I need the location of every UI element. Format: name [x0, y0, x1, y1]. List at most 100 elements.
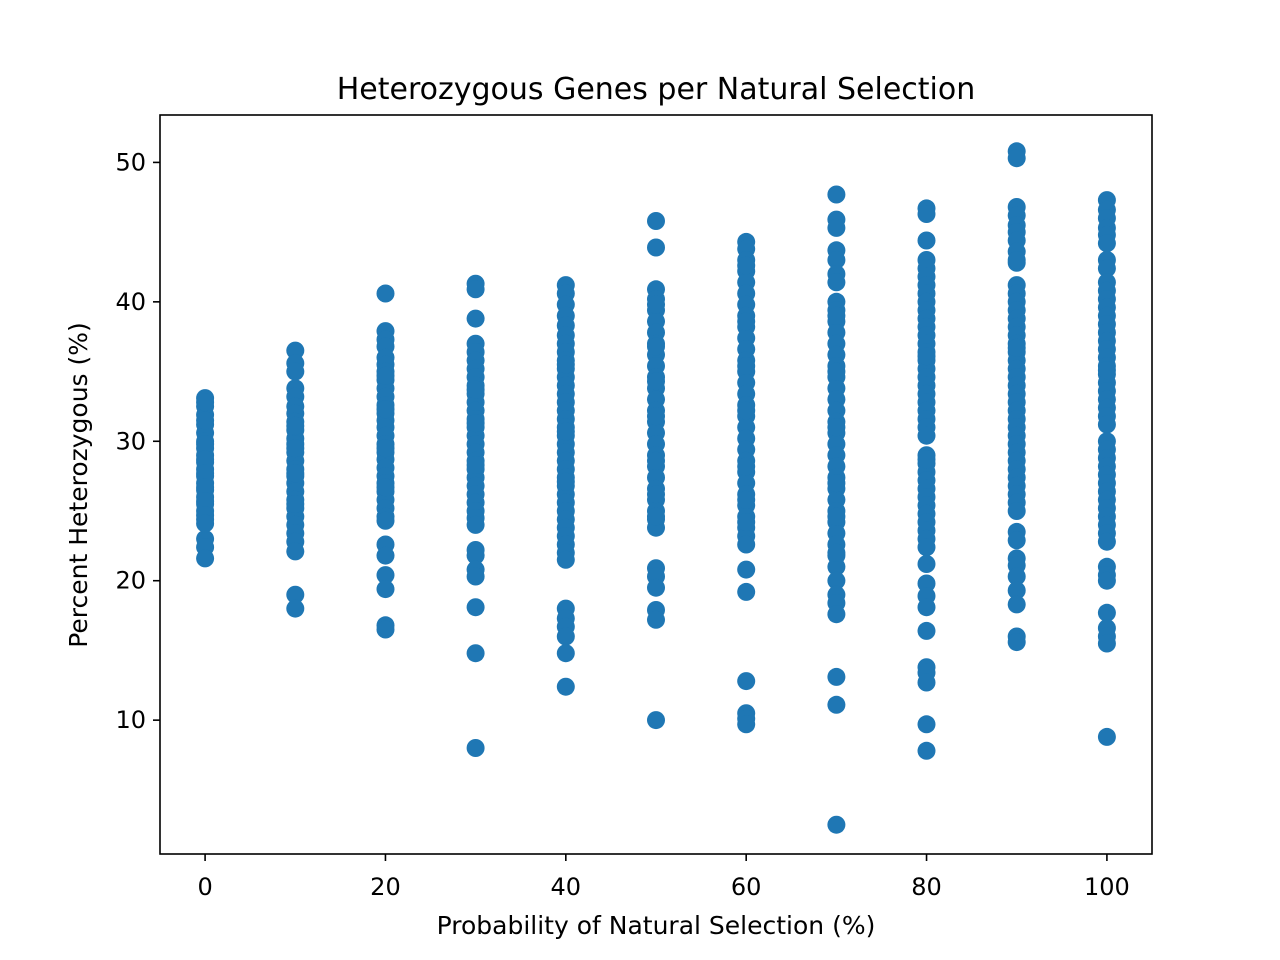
- scatter-point: [827, 418, 846, 437]
- scatter-point: [556, 677, 575, 696]
- scatter-point: [827, 815, 846, 834]
- scatter-point: [827, 185, 846, 204]
- scatter-point: [737, 672, 756, 691]
- scatter-point: [286, 416, 305, 435]
- scatter-point: [827, 273, 846, 292]
- scatter-point: [376, 400, 395, 419]
- scatter-point: [737, 560, 756, 579]
- scatter-point: [1097, 571, 1116, 590]
- scatter-point: [917, 598, 936, 617]
- scatter-point: [466, 644, 485, 663]
- scatter-point: [917, 426, 936, 445]
- scatter-point: [556, 355, 575, 374]
- y-tick-label: 10: [115, 706, 146, 734]
- scatter-point: [286, 439, 305, 458]
- scatter-point: [827, 605, 846, 624]
- scatter-point: [647, 711, 665, 730]
- scatter-point: [196, 450, 215, 469]
- scatter-point: [196, 514, 215, 533]
- scatter-point: [1097, 259, 1116, 278]
- y-axis-label: Percent Heterozygous (%): [64, 322, 93, 648]
- scatter-point: [466, 380, 485, 399]
- scatter-point: [1007, 251, 1026, 269]
- scatter-point: [376, 284, 395, 303]
- scatter-point: [196, 435, 215, 454]
- scatter-point: [376, 546, 395, 565]
- scatter-point: [1007, 149, 1026, 168]
- scatter-point: [1097, 532, 1116, 551]
- scatter-point: [196, 549, 215, 568]
- scatter-point: [466, 309, 485, 328]
- scatter-point: [647, 212, 665, 230]
- scatter-point: [827, 571, 846, 590]
- scatter-point: [466, 598, 485, 617]
- scatter-point: [1007, 531, 1026, 550]
- scatter-point: [376, 566, 395, 585]
- y-tick-label: 50: [115, 148, 146, 176]
- scatter-point: [647, 372, 665, 391]
- scatter-point: [466, 739, 485, 757]
- scatter-point: [827, 306, 846, 325]
- y-tick-label: 40: [115, 288, 146, 316]
- scatter-point: [556, 644, 575, 663]
- scatter-point: [1007, 338, 1026, 357]
- chart-title: Heterozygous Genes per Natural Selection: [337, 72, 976, 107]
- scatter-point: [647, 295, 665, 314]
- scatter-point: [1097, 603, 1116, 622]
- scatter-point: [647, 485, 665, 504]
- scatter-point: [917, 715, 936, 734]
- scatter-point: [1007, 581, 1026, 600]
- x-tick-label: 40: [551, 873, 582, 901]
- scatter-point: [917, 538, 936, 557]
- scatter-point: [917, 574, 936, 593]
- scatter-point: [827, 695, 846, 714]
- scatter-point: [556, 550, 575, 569]
- scatter-point: [647, 451, 665, 470]
- scatter-point: [827, 218, 846, 237]
- scatter-point: [737, 715, 756, 734]
- x-tick-label: 0: [197, 873, 212, 901]
- scatter-point: [647, 407, 665, 426]
- scatter-point: [376, 439, 395, 458]
- scatter-point: [286, 495, 305, 513]
- scatter-point: [376, 478, 395, 497]
- y-tick-label: 20: [115, 567, 146, 595]
- scatter-point: [737, 457, 756, 476]
- scatter-point: [376, 511, 395, 530]
- scatter-point: [827, 362, 846, 381]
- scatter-point: [647, 578, 665, 597]
- scatter-point: [1097, 727, 1116, 746]
- scatter-point: [196, 411, 215, 430]
- scatter-point: [466, 567, 485, 586]
- scatter-point: [1007, 567, 1026, 586]
- scatter-point: [827, 667, 846, 686]
- scatter-point: [647, 610, 665, 629]
- scatter-point: [466, 280, 485, 299]
- scatter-point: [376, 620, 395, 639]
- scatter-point: [917, 450, 936, 469]
- scatter-point: [917, 621, 936, 640]
- scatter-point: [286, 341, 305, 360]
- scatter-point: [917, 347, 936, 366]
- scatter-point: [556, 422, 575, 441]
- scatter-point: [737, 256, 756, 275]
- scatter-point: [286, 599, 305, 618]
- scatter-point: [647, 337, 665, 356]
- scatter-point: [1097, 361, 1116, 380]
- scatter-point: [196, 393, 215, 412]
- y-axis-ticks: 10 20 30 40 50: [115, 148, 160, 734]
- scatter-point: [827, 507, 846, 526]
- scatter-point: [1097, 415, 1116, 434]
- scatter-point: [647, 238, 665, 257]
- scatter-point: [737, 535, 756, 554]
- scatter-point: [286, 585, 305, 604]
- scatter-point: [196, 478, 215, 497]
- scatter-point: [737, 401, 756, 420]
- scatter-point: [917, 741, 936, 760]
- scatter-point: [1007, 633, 1026, 652]
- scatter-point: [466, 546, 485, 565]
- x-tick-label: 80: [911, 873, 942, 901]
- data-points: [196, 142, 1116, 834]
